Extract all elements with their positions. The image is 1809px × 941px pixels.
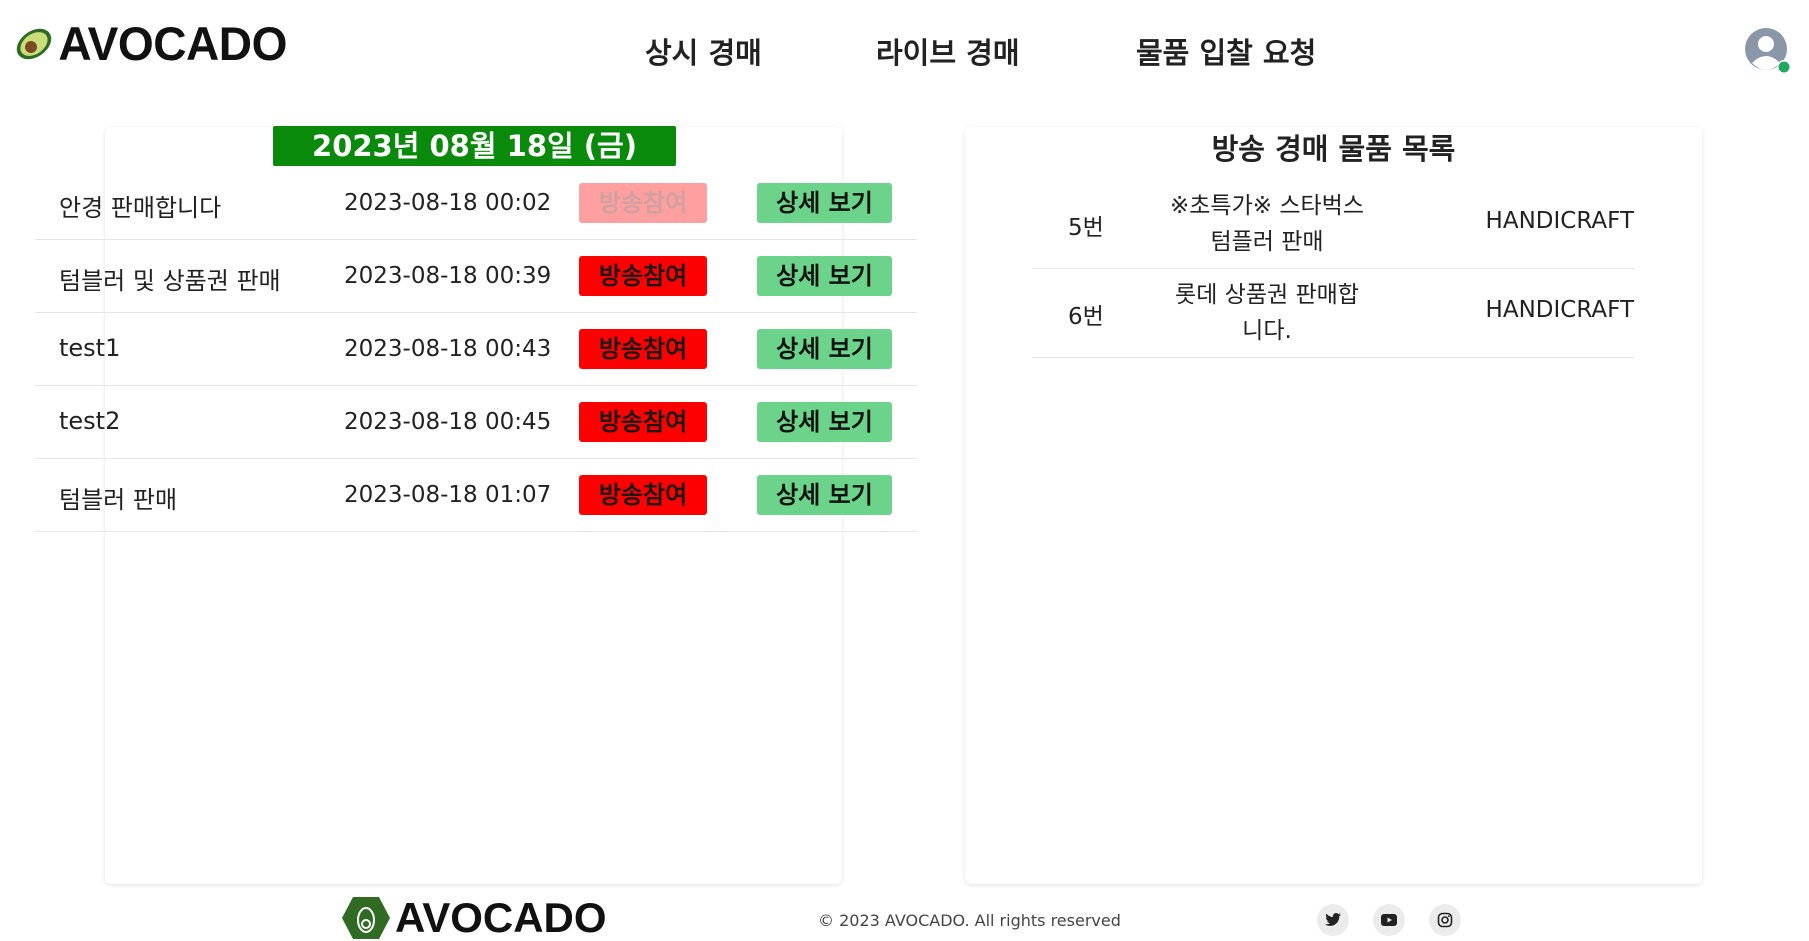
view-details-button[interactable]: 상세 보기 <box>757 256 892 296</box>
view-details-button[interactable]: 상세 보기 <box>757 183 892 223</box>
broadcast-item-row[interactable]: 5번 ※초특가※ 스타벅스 텀플러 판매 HANDICRAFT <box>1032 180 1634 269</box>
join-broadcast-button[interactable]: 방송참여 <box>579 256 707 296</box>
instagram-icon <box>1437 912 1453 928</box>
auction-name: test1 <box>59 334 121 362</box>
auction-time: 2023-08-18 00:43 <box>344 336 552 362</box>
date-badge: 2023년 08월 18일 (금) <box>273 126 676 166</box>
online-status-indicator <box>1778 61 1790 73</box>
live-auction-panel <box>105 127 842 884</box>
item-title-line: 롯데 상품권 판매합 <box>1175 282 1359 308</box>
instagram-link[interactable] <box>1429 904 1461 936</box>
footer-logo[interactable]: AVOCADO <box>341 896 607 940</box>
view-details-button[interactable]: 상세 보기 <box>757 329 892 369</box>
item-title: 롯데 상품권 판매합 니다. <box>1152 277 1382 349</box>
join-broadcast-button[interactable]: 방송참여 <box>579 183 707 223</box>
nav-regular-auction[interactable]: 상시 경매 <box>645 36 762 70</box>
join-broadcast-button[interactable]: 방송참여 <box>579 329 707 369</box>
auction-time: 2023-08-18 00:45 <box>344 409 552 435</box>
item-title: ※초특가※ 스타벅스 텀플러 판매 <box>1152 188 1382 260</box>
item-category: HANDICRAFT <box>1485 297 1634 323</box>
youtube-link[interactable] <box>1373 904 1405 936</box>
broadcast-items-title: 방송 경매 물품 목록 <box>1211 132 1456 166</box>
auction-name: 텀블러 및 상품권 판매 <box>59 267 281 295</box>
footer-logo-text: AVOCADO <box>395 894 607 941</box>
live-auction-row: 텀블러 및 상품권 판매 2023-08-18 00:39 방송참여 상세 보기 <box>35 240 917 313</box>
item-title-line: 텀플러 판매 <box>1210 229 1324 255</box>
item-category: HANDICRAFT <box>1485 208 1634 234</box>
auction-time: 2023-08-18 00:02 <box>344 190 552 216</box>
join-broadcast-button[interactable]: 방송참여 <box>579 402 707 442</box>
item-title-line: 니다. <box>1242 318 1292 344</box>
nav-item-bid-request[interactable]: 물품 입찰 요청 <box>1136 36 1317 70</box>
broadcast-item-list: 5번 ※초특가※ 스타벅스 텀플러 판매 HANDICRAFT 6번 롯데 상품… <box>1032 180 1634 358</box>
live-auction-row: test2 2023-08-18 00:45 방송참여 상세 보기 <box>35 386 917 459</box>
auction-name: test2 <box>59 407 121 435</box>
live-auction-row: test1 2023-08-18 00:43 방송참여 상세 보기 <box>35 313 917 386</box>
avocado-icon <box>16 28 52 60</box>
item-number: 5번 <box>1068 215 1104 241</box>
youtube-icon <box>1381 914 1397 926</box>
twitter-link[interactable] <box>1317 904 1349 936</box>
item-number: 6번 <box>1068 304 1104 330</box>
broadcast-item-row[interactable]: 6번 롯데 상품권 판매합 니다. HANDICRAFT <box>1032 269 1634 358</box>
join-broadcast-button[interactable]: 방송참여 <box>579 475 707 515</box>
logo-text: AVOCADO <box>58 17 287 70</box>
auction-time: 2023-08-18 00:39 <box>344 263 552 289</box>
broadcast-items-panel <box>965 127 1702 884</box>
item-title-line: ※초특가※ 스타벅스 <box>1170 193 1364 219</box>
site-logo[interactable]: AVOCADO <box>14 17 289 70</box>
live-auction-list: 안경 판매합니다 2023-08-18 00:02 방송참여 상세 보기 텀블러… <box>35 167 917 532</box>
avocado-hexagon-icon <box>342 897 390 939</box>
view-details-button[interactable]: 상세 보기 <box>757 475 892 515</box>
view-details-button[interactable]: 상세 보기 <box>757 402 892 442</box>
copyright-text: © 2023 AVOCADO. All rights reserved <box>818 911 1121 930</box>
nav-live-auction[interactable]: 라이브 경매 <box>876 36 1020 70</box>
live-auction-row: 텀블러 판매 2023-08-18 01:07 방송참여 상세 보기 <box>35 459 917 532</box>
auction-name: 안경 판매합니다 <box>59 194 222 222</box>
auction-time: 2023-08-18 01:07 <box>344 482 552 508</box>
user-avatar-icon[interactable] <box>1744 27 1792 75</box>
live-auction-row: 안경 판매합니다 2023-08-18 00:02 방송참여 상세 보기 <box>35 167 917 240</box>
auction-name: 텀블러 판매 <box>59 486 178 514</box>
twitter-icon <box>1325 913 1341 926</box>
